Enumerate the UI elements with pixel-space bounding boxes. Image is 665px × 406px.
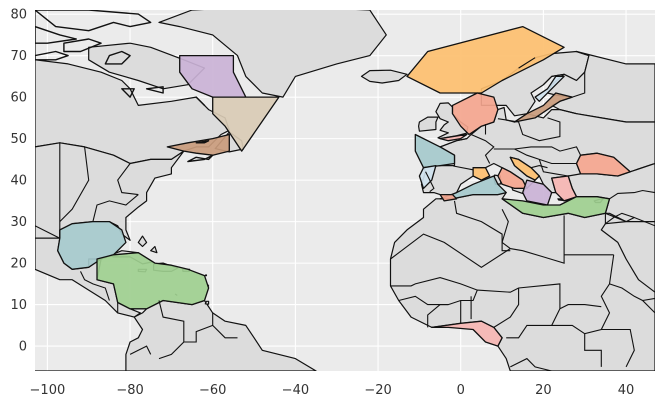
coastline	[195, 140, 210, 144]
country-border	[80, 271, 110, 301]
region-gulf-of-st-lawrence[interactable]	[166, 133, 230, 156]
region-layer	[57, 25, 631, 347]
y-tick-label: 60	[10, 91, 27, 106]
country-border	[518, 57, 536, 69]
coastline	[195, 96, 206, 107]
country-border	[625, 217, 635, 223]
country-border	[559, 304, 602, 310]
y-tick-label: 40	[10, 174, 27, 189]
land-iceland	[360, 69, 408, 84]
region-labrador-sea-south[interactable]	[212, 96, 280, 152]
x-tick-labels: −100 −80 −60 −40 −20 0 20 40	[30, 383, 635, 398]
coastline	[104, 50, 131, 65]
region-alboran-sea[interactable]	[439, 193, 458, 202]
y-tick-label: 30	[10, 215, 27, 230]
caribbean-island	[204, 300, 210, 305]
country-border	[642, 297, 655, 302]
region-gulf-of-lion[interactable]	[472, 167, 491, 181]
land-layer	[35, 10, 655, 371]
land-arabia	[600, 221, 655, 293]
map-content	[35, 10, 655, 371]
country-border	[390, 277, 561, 339]
y-tick-label: 80	[10, 8, 27, 23]
country-border	[530, 165, 548, 169]
region-tyrrhenian-sea[interactable]	[497, 167, 528, 190]
x-tick-label: 40	[618, 383, 635, 398]
country-border	[158, 300, 185, 360]
region-north-sea[interactable]	[451, 92, 499, 136]
region-norwegian-sea-area[interactable]	[406, 25, 565, 94]
coastline-layer	[35, 10, 214, 163]
country-border	[493, 288, 520, 328]
x-tick-label: 0	[457, 383, 465, 398]
coastline	[35, 10, 152, 32]
land-baffin-island	[88, 42, 206, 90]
country-border	[584, 333, 602, 367]
caribbean-island	[204, 274, 208, 277]
y-tick-label: 0	[19, 340, 27, 355]
caribbean-island	[150, 245, 158, 254]
x-tick-label: −20	[364, 383, 391, 398]
country-border	[129, 345, 152, 355]
country-border	[543, 73, 565, 86]
x-tick-label: −60	[199, 383, 226, 398]
coastline	[35, 25, 77, 44]
y-tick-label: 70	[10, 49, 27, 64]
coastline	[121, 88, 135, 98]
y-tick-label: 50	[10, 132, 27, 147]
x-tick-label: −40	[282, 383, 309, 398]
country-border	[427, 304, 449, 328]
coastline	[187, 154, 214, 163]
country-border	[212, 312, 238, 339]
x-tick-label: −100	[30, 383, 66, 398]
country-border	[572, 72, 586, 98]
caribbean-island	[137, 235, 148, 248]
country-border	[453, 165, 474, 171]
country-border	[609, 189, 655, 200]
country-border	[551, 254, 615, 335]
country-border	[117, 163, 139, 196]
region-gulf-of-mexico[interactable]	[57, 220, 127, 270]
coastline	[145, 86, 164, 94]
country-border	[601, 328, 635, 368]
country-border	[92, 194, 139, 222]
land-ireland	[418, 116, 439, 132]
country-border	[453, 200, 511, 252]
country-border	[35, 225, 61, 239]
land-greenland	[158, 10, 387, 98]
country-border	[425, 171, 435, 193]
country-border	[559, 109, 577, 115]
region-caribbean-sea[interactable]	[96, 252, 210, 310]
region-adriatic-sea[interactable]	[509, 156, 540, 181]
y-tick-label: 10	[10, 298, 27, 313]
y-tick-label: 20	[10, 257, 27, 272]
region-gulf-of-guinea[interactable]	[431, 320, 503, 347]
coastline	[35, 50, 69, 61]
country-border	[59, 146, 90, 222]
x-tick-label: −80	[116, 383, 143, 398]
country-border	[510, 357, 552, 371]
country-border	[183, 324, 213, 343]
country-border	[604, 212, 655, 227]
region-gulf-of-bothnia[interactable]	[534, 75, 565, 102]
country-border	[609, 283, 655, 314]
country-border	[390, 233, 511, 268]
x-tick-label: 20	[535, 383, 552, 398]
y-tick-labels: 0 10 20 30 40 50 60 70 80	[10, 8, 27, 355]
country-border	[501, 208, 565, 264]
border-layer	[35, 57, 655, 371]
country-border	[439, 138, 468, 148]
country-border	[497, 117, 561, 142]
country-border	[470, 133, 495, 164]
region-english-channel[interactable]	[439, 133, 468, 142]
region-black-sea[interactable]	[575, 152, 631, 177]
region-bay-of-biscay[interactable]	[414, 133, 456, 169]
coastline	[63, 38, 102, 53]
